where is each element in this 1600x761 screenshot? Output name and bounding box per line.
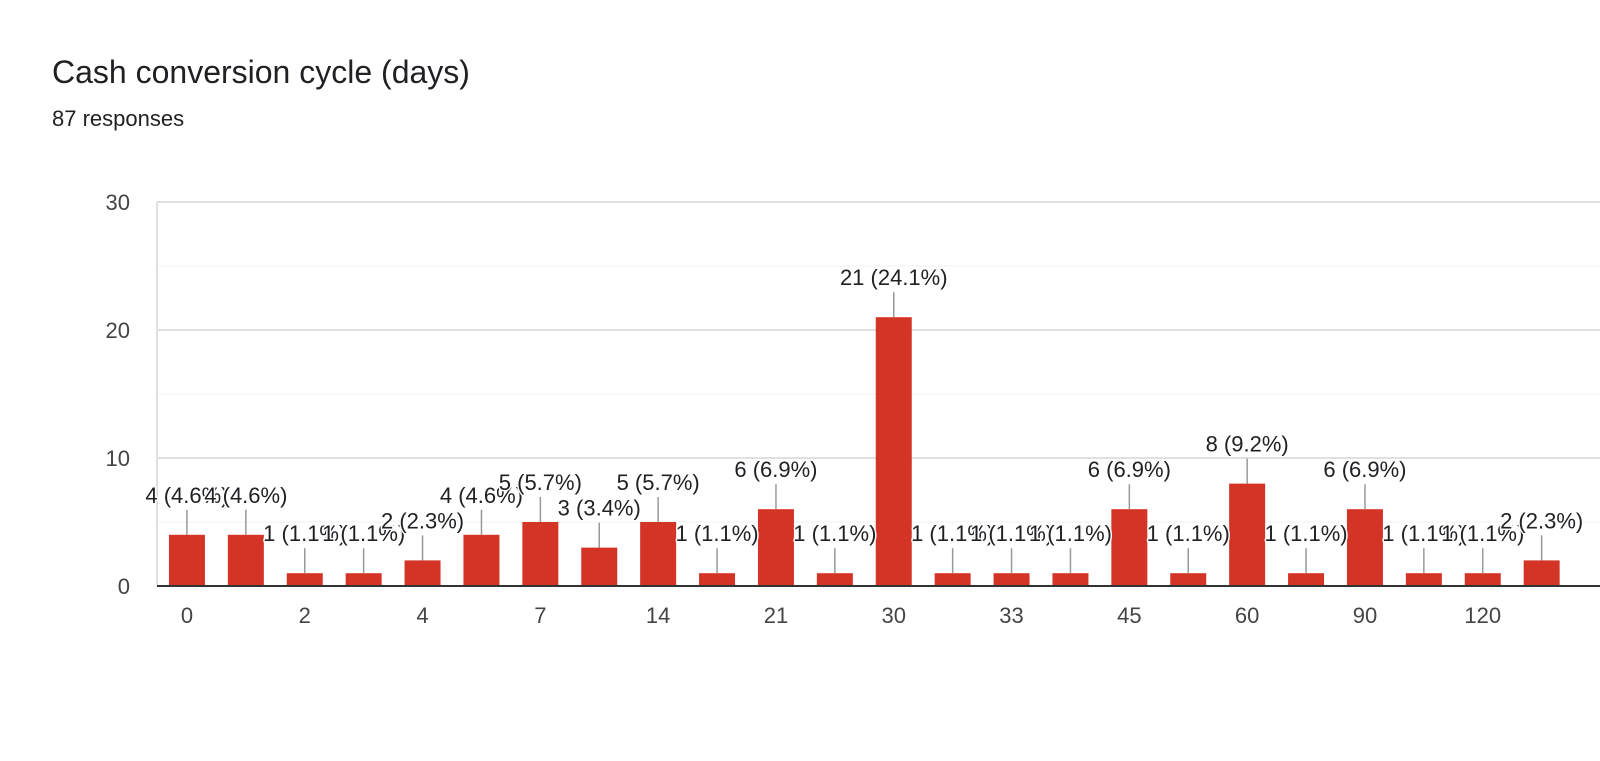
data-label: 2 (2.3%)	[1500, 508, 1583, 533]
data-label: 1 (1.1%)	[1147, 521, 1230, 546]
data-label: 8 (9.2%)	[1206, 432, 1289, 457]
bar	[581, 547, 618, 586]
data-label: 5 (5.7%)	[617, 470, 700, 495]
bar	[757, 509, 794, 586]
data-label: 2 (2.3%)	[381, 508, 464, 533]
data-label: 6 (6.9%)	[1323, 457, 1406, 482]
bar	[522, 522, 559, 586]
x-tick-label: 45	[1117, 603, 1141, 628]
bar	[286, 573, 323, 586]
data-label: 4 (4.6%)	[440, 483, 523, 508]
y-tick-label: 10	[106, 446, 130, 471]
x-tick-label: 21	[764, 603, 788, 628]
data-labels: 4 (4.6%)4 (4.6%)1 (1.1%)1 (1.1%)2 (2.3%)…	[144, 264, 1585, 574]
bar	[699, 573, 736, 586]
chart-title: Cash conversion cycle (days)	[52, 54, 470, 90]
y-tick-label: 30	[106, 190, 130, 215]
data-label: 3 (3.4%)	[558, 496, 641, 521]
data-label: 1 (1.1%)	[1029, 521, 1112, 546]
data-label: 1 (1.1%)	[1264, 521, 1347, 546]
bar	[404, 560, 441, 586]
x-tick-label: 4	[416, 603, 428, 628]
bar	[875, 317, 912, 586]
data-label: 1 (1.1%)	[1382, 521, 1465, 546]
data-label: 1 (1.1%)	[322, 521, 405, 546]
bar	[227, 534, 264, 586]
bar	[1405, 573, 1442, 586]
response-count: 87 responses	[52, 106, 185, 131]
x-tick-label: 0	[181, 603, 193, 628]
bar	[463, 534, 500, 586]
y-tick-label: 20	[106, 318, 130, 343]
bar	[1229, 483, 1266, 586]
bars	[168, 317, 1560, 586]
x-tick-label: 60	[1235, 603, 1259, 628]
x-tick-label: 30	[882, 603, 906, 628]
data-label: 1 (1.1%)	[970, 521, 1053, 546]
bar	[1111, 509, 1148, 586]
bar	[934, 573, 971, 586]
bar	[993, 573, 1030, 586]
data-label: 4 (4.6%)	[204, 483, 287, 508]
data-label: 21 (24.1%)	[840, 265, 948, 290]
data-label: 4 (4.6%)	[145, 483, 228, 508]
x-tick-label: 7	[534, 603, 546, 628]
bar	[345, 573, 382, 586]
bar	[1346, 509, 1383, 586]
x-tick-label: 14	[646, 603, 670, 628]
x-tick-label: 2	[299, 603, 311, 628]
bar	[1288, 573, 1325, 586]
bar	[1464, 573, 1501, 586]
bar	[816, 573, 853, 586]
data-label: 1 (1.1%)	[911, 521, 994, 546]
data-label: 6 (6.9%)	[1088, 457, 1171, 482]
data-label: 1 (1.1%)	[793, 521, 876, 546]
x-tick-label: 33	[999, 603, 1023, 628]
axes: 0 10 20 30 0 2 4 7 14 21 30 33 45 60 90 120	[106, 190, 1600, 628]
x-tick-label: 120	[1464, 603, 1501, 628]
x-tick-label: 90	[1353, 603, 1377, 628]
bar	[640, 522, 677, 586]
data-label: 1 (1.1%)	[263, 521, 346, 546]
data-label: 1 (1.1%)	[1441, 521, 1524, 546]
data-label: 5 (5.7%)	[499, 470, 582, 495]
bar	[1052, 573, 1089, 586]
data-label: 1 (1.1%)	[675, 521, 758, 546]
data-label: 6 (6.9%)	[734, 457, 817, 482]
bar	[168, 534, 205, 586]
bar	[1523, 560, 1560, 586]
y-tick-label: 0	[118, 574, 130, 599]
bar	[1170, 573, 1207, 586]
